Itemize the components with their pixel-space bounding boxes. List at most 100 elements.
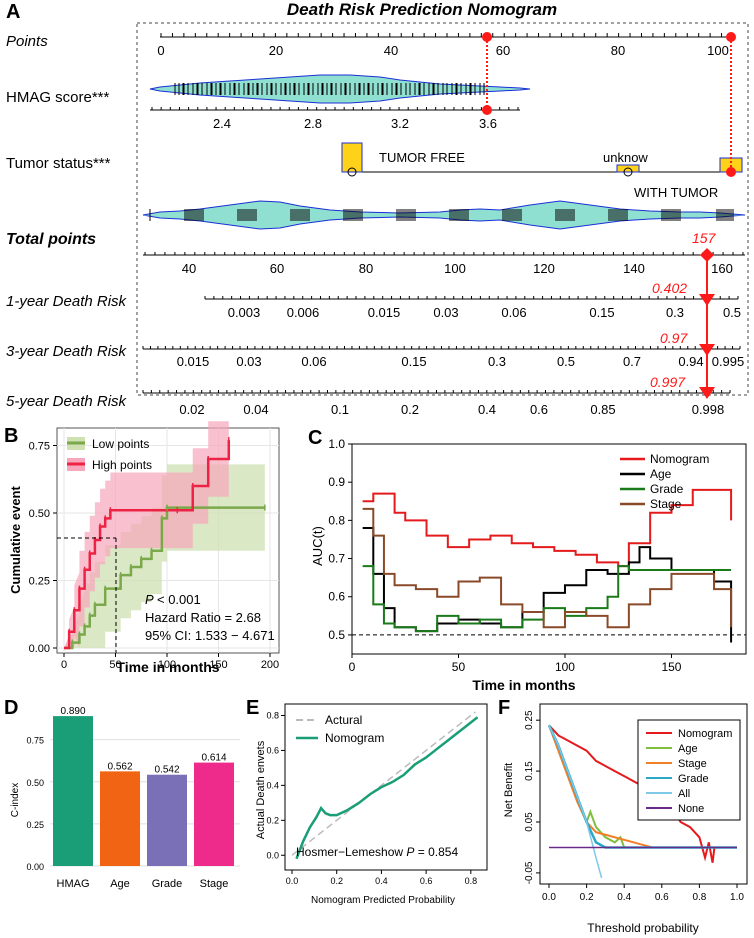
calib-hl-p: P — [406, 845, 414, 859]
calib-xtick-label: 0.0 — [286, 876, 299, 886]
dca-legend-box — [637, 719, 741, 821]
km-xtick-label: 0 — [61, 659, 67, 671]
total-tick-label: 60 — [270, 261, 284, 276]
risk-1y-tick-label: 0.006 — [287, 305, 320, 320]
dca-legend-grade-label: Grade — [678, 773, 709, 785]
calib-legend-actural-label: Actural — [325, 713, 362, 727]
bar-ytick-label: 0.25 — [26, 820, 44, 830]
bar-value-label: 0.890 — [60, 706, 85, 717]
points-tick-label: 0 — [157, 43, 164, 58]
km-ytick-label: 0.50 — [29, 508, 50, 520]
km-low-ci-band — [64, 464, 265, 648]
hmag-violin — [149, 74, 531, 104]
km-high-ci-band — [64, 405, 229, 648]
risk-1y-value: 0.402 — [652, 280, 687, 296]
calib-xtick-label: 0.6 — [420, 876, 433, 886]
hmag-tick-label: 3.2 — [391, 116, 409, 131]
risk-5y-tick-label: 0.4 — [478, 402, 496, 417]
auc-plot-frame — [351, 443, 747, 655]
tumor-point-marker — [726, 32, 736, 42]
risk-1y-tick-label: 0.003 — [228, 305, 261, 320]
km-p-prefix: P — [145, 592, 154, 607]
calib-ytick-label: 0.6 — [266, 745, 279, 755]
auc-legend-age-label: Age — [650, 467, 672, 481]
risk-5y-tick-label: 0.02 — [179, 402, 204, 417]
risk-1y-marker — [699, 294, 715, 306]
hmag-tick-label: 3.6 — [479, 116, 497, 131]
bar-hmag — [53, 716, 93, 866]
auc-ytick-label: 0.5 — [328, 628, 345, 642]
unknow-dot — [623, 167, 633, 177]
bar-stage — [194, 762, 234, 866]
nomogram-title: Death Risk Prediction Nomogram — [287, 0, 557, 19]
risk-3y-tick-label: 0.015 — [177, 354, 210, 369]
auc-line-nomogram — [362, 488, 733, 568]
km-legend-low-label: Low points — [92, 437, 149, 451]
calib-hl-prefix: Hosmer−Lemeshow — [296, 845, 406, 859]
cindex-ylabel: C-index — [10, 783, 21, 817]
total-tick-label: 100 — [444, 261, 466, 276]
panel-label-d: D — [4, 697, 18, 719]
auc-xtick-label: 150 — [661, 660, 681, 674]
risk-1y-tick-label: 0.3 — [666, 305, 684, 320]
bar-value-label: 0.614 — [201, 753, 226, 764]
risk-3y-marker — [699, 344, 715, 356]
calib-ytick-label: 0.8 — [266, 710, 279, 720]
panel-label-b: B — [4, 425, 18, 447]
risk-3y-value: 0.97 — [660, 330, 688, 346]
dca-xtick-label: 0.4 — [617, 892, 631, 903]
dca-ytick-label: 0.15 — [524, 761, 535, 781]
risk-3y-tick-label: 0.3 — [488, 354, 506, 369]
dca-xtick-label: 0.0 — [542, 892, 556, 903]
total-points-value: 157 — [692, 230, 717, 246]
dca-line-all — [548, 724, 603, 879]
cindex-chart: 0.890 HMAG 0.562 Age 0.542 Grade 0.614 Stage 0.… — [10, 706, 240, 890]
risk-1y-axis: 0.003 0.006 0.015 0.03 0.06 0.15 0.3 0.5 — [204, 296, 741, 320]
auc-xtick-label: 0 — [349, 660, 356, 674]
dca-xlabel: Threshold probability — [587, 921, 698, 935]
dca-legend-none-label: None — [678, 803, 704, 815]
dca-ylabel: Net Benefit — [503, 763, 515, 817]
risk-3y-tick-label: 0.15 — [401, 354, 426, 369]
tumor-level-label: unknow — [603, 150, 648, 165]
calib-hl-annotation: Hosmer−Lemeshow P = 0.854 — [296, 845, 458, 859]
dca-legend-all-label: All — [678, 788, 690, 800]
total-violin-shape — [142, 200, 746, 230]
calib-xtick-label: 0.2 — [330, 876, 343, 886]
dca-plot-frame — [539, 703, 748, 885]
auc-ytick-label: 1.0 — [328, 437, 345, 451]
hmag-value-marker — [482, 105, 492, 115]
auc-ytick-label: 0.8 — [328, 513, 345, 527]
risk-1y-tick-label: 0.06 — [501, 305, 526, 320]
tumor-status-axis: TUMOR FREE unknow WITH TUMOR — [341, 142, 743, 200]
calib-ytick-label: 0.0 — [266, 850, 279, 860]
risk-3y-tick-label: 0.995 — [712, 354, 745, 369]
risk-3y-tick-label: 0.06 — [301, 354, 326, 369]
dca-legend-nomogram-label: Nomogram — [678, 728, 732, 740]
bar-category-label: Stage — [200, 878, 229, 890]
bar-ytick-label: 0.75 — [26, 736, 44, 746]
row-label-tumor: Tumor status*** — [6, 155, 111, 172]
auc-ytick-label: 0.7 — [328, 552, 345, 566]
row-label-1y: 1-year Death Risk — [6, 293, 128, 310]
km-p-value: < 0.001 — [157, 592, 201, 607]
example-patient-overlay: 157 0.402 0.97 0.997 — [482, 32, 736, 399]
calib-xtick-label: 0.8 — [465, 876, 478, 886]
risk-5y-tick-label: 0.998 — [692, 402, 725, 417]
km-xtick-label: 150 — [209, 659, 227, 671]
total-tick-label: 160 — [711, 261, 733, 276]
auc-xtick-label: 100 — [555, 660, 575, 674]
panel-label-e: E — [246, 697, 259, 719]
dca-ytick-label: 0.25 — [524, 710, 535, 730]
tumor-value-marker — [726, 167, 736, 177]
km-xtick-label: 50 — [109, 659, 121, 671]
total-tick-label: 40 — [182, 261, 196, 276]
auc-chart: 0 50 100 150 0.5 0.6 0.7 0.8 0.9 1.0 AUC(t) Time … — [310, 437, 747, 693]
hmag-tick-label: 2.4 — [213, 116, 231, 131]
calib-plot-frame — [284, 703, 488, 871]
calib-ytick-label: 0.4 — [266, 780, 279, 790]
hmag-violin-shape — [149, 74, 531, 104]
risk-1y-tick-label: 0.03 — [433, 305, 458, 320]
calib-xtick-label: 0.4 — [375, 876, 388, 886]
dca-legend-stage-label: Stage — [678, 758, 707, 770]
